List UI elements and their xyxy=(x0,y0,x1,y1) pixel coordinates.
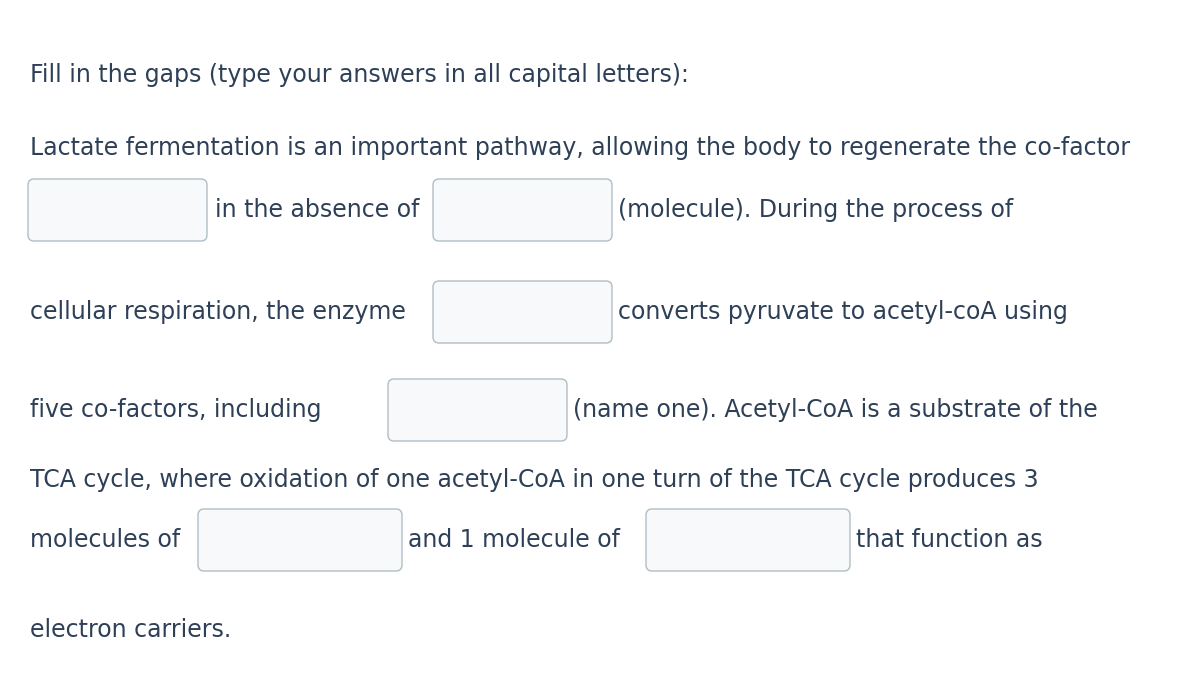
Text: TCA cycle, where oxidation of one acetyl-CoA in one turn of the TCA cycle produc: TCA cycle, where oxidation of one acetyl… xyxy=(30,468,1039,492)
FancyBboxPatch shape xyxy=(388,379,568,441)
Text: in the absence of: in the absence of xyxy=(215,198,420,222)
FancyBboxPatch shape xyxy=(433,179,612,241)
Text: Fill in the gaps (type your answers in all capital letters):: Fill in the gaps (type your answers in a… xyxy=(30,63,689,87)
FancyBboxPatch shape xyxy=(646,509,850,571)
Text: electron carriers.: electron carriers. xyxy=(30,618,232,642)
Text: cellular respiration, the enzyme: cellular respiration, the enzyme xyxy=(30,300,406,324)
Text: that function as: that function as xyxy=(856,528,1043,552)
Text: molecules of: molecules of xyxy=(30,528,180,552)
Text: converts pyruvate to acetyl-coA using: converts pyruvate to acetyl-coA using xyxy=(618,300,1068,324)
FancyBboxPatch shape xyxy=(198,509,402,571)
Text: and 1 molecule of: and 1 molecule of xyxy=(408,528,620,552)
Text: (molecule). During the process of: (molecule). During the process of xyxy=(618,198,1013,222)
Text: Lactate fermentation is an important pathway, allowing the body to regenerate th: Lactate fermentation is an important pat… xyxy=(30,136,1130,160)
Text: (name one). Acetyl-CoA is a substrate of the: (name one). Acetyl-CoA is a substrate of… xyxy=(574,398,1098,422)
FancyBboxPatch shape xyxy=(28,179,208,241)
Text: five co-factors, including: five co-factors, including xyxy=(30,398,322,422)
FancyBboxPatch shape xyxy=(433,281,612,343)
